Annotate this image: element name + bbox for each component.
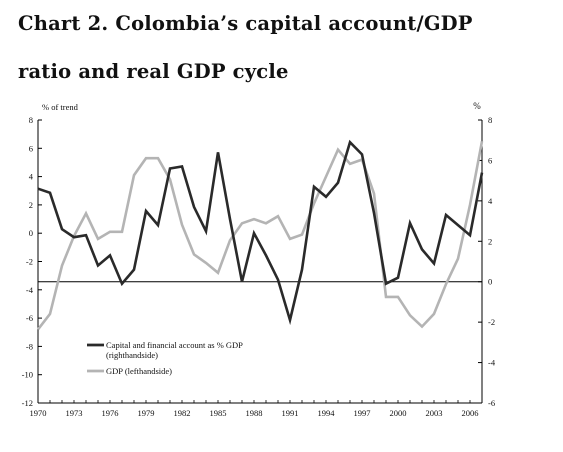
left-tick-label: -2 — [26, 257, 33, 267]
x-tick-label: 2006 — [462, 408, 479, 418]
x-tick-label: 2000 — [390, 408, 407, 418]
left-tick-label: 0 — [29, 228, 33, 238]
legend-label-gdp: GDP (lefthandside) — [106, 366, 172, 376]
x-tick-label: 1994 — [318, 408, 336, 418]
right-tick-label: 0 — [488, 277, 492, 287]
left-tick-label: -6 — [26, 313, 33, 323]
left-tick-label: -10 — [22, 370, 33, 380]
x-tick-label: 1973 — [66, 408, 83, 418]
x-tick-label: 1988 — [246, 408, 263, 418]
capital-account-series-line — [37, 139, 484, 326]
gdp-series-line — [36, 140, 484, 331]
x-tick-label: 1991 — [282, 408, 299, 418]
chart-title-line-1: Chart 2. Colombia’s capital account/GDP — [18, 12, 473, 35]
x-tick-label: 1976 — [102, 408, 119, 418]
right-tick-label: 4 — [488, 196, 493, 206]
left-axis-label: % of trend — [42, 102, 79, 112]
chart-title-line-2: ratio and real GDP cycle — [18, 60, 289, 83]
right-tick-label: -4 — [488, 358, 496, 368]
x-tick-label: 2003 — [426, 408, 443, 418]
right-tick-label: 8 — [488, 115, 492, 125]
left-tick-label: 4 — [29, 172, 34, 182]
left-tick-label: 6 — [29, 143, 33, 153]
legend-label-capital-account: Capital and financial account as % GDP — [106, 340, 243, 350]
right-tick-label: 6 — [488, 155, 492, 165]
left-tick-label: -8 — [26, 341, 33, 351]
x-tick-label: 1997 — [354, 408, 371, 418]
x-tick-label: 1985 — [210, 408, 227, 418]
x-tick-label: 1979 — [138, 408, 155, 418]
right-tick-label: 2 — [488, 236, 492, 246]
right-axis-label: % — [473, 101, 481, 111]
right-tick-label: -2 — [488, 317, 495, 327]
x-tick-label: 1970 — [30, 408, 47, 418]
legend-sublabel-capital-account: (righthandside) — [106, 350, 158, 360]
left-tick-label: -12 — [22, 398, 33, 408]
left-tick-label: 2 — [29, 200, 33, 210]
left-tick-label: 8 — [29, 115, 33, 125]
x-tick-label: 1982 — [174, 408, 191, 418]
right-tick-label: -6 — [488, 398, 495, 408]
left-tick-label: -4 — [26, 285, 34, 295]
